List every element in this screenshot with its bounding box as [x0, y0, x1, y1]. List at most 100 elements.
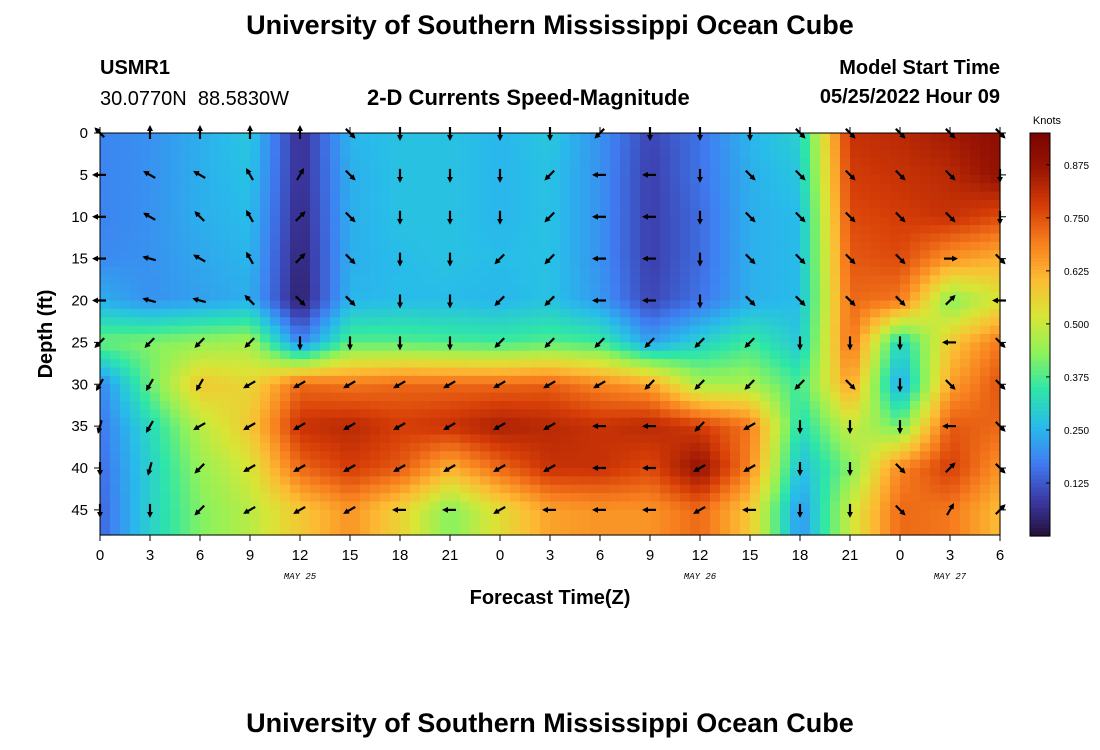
- current-arrow: [243, 505, 256, 514]
- heatmap-cell: [490, 208, 501, 218]
- heatmap-cell: [340, 409, 351, 419]
- x-axis-label: Forecast Time(Z): [470, 587, 631, 609]
- heatmap-cell: [170, 133, 181, 142]
- current-arrow: [493, 422, 506, 431]
- heatmap-cell: [110, 434, 121, 444]
- heatmap-cell: [910, 367, 921, 377]
- heatmap-cell: [300, 375, 311, 385]
- heatmap-cell: [340, 401, 351, 410]
- heatmap-cell: [670, 501, 681, 511]
- heatmap-cell: [780, 409, 791, 419]
- heatmap-cell: [710, 292, 721, 302]
- heatmap-cell: [320, 317, 331, 327]
- heatmap-cell: [800, 317, 811, 327]
- heatmap-cell: [280, 434, 291, 444]
- heatmap-cell: [160, 342, 171, 352]
- current-arrow: [694, 379, 705, 390]
- heatmap-cell: [810, 367, 821, 377]
- heatmap-cell: [680, 484, 691, 494]
- heatmap-cell: [860, 200, 871, 209]
- heatmap-cell: [560, 484, 571, 494]
- heatmap-cell: [200, 158, 211, 168]
- heatmap-cell: [520, 509, 531, 519]
- heatmap-cell: [890, 133, 901, 142]
- heatmap-cell: [340, 267, 351, 276]
- heatmap-cell: [390, 509, 401, 519]
- heatmap-cell: [630, 216, 641, 226]
- heatmap-cell: [120, 518, 131, 528]
- heatmap-cell: [420, 459, 431, 469]
- heatmap-cell: [460, 434, 471, 444]
- heatmap-cell: [360, 518, 371, 528]
- heatmap-cell: [460, 158, 471, 168]
- heatmap-cell: [350, 250, 361, 260]
- heatmap-cell: [610, 149, 621, 159]
- heatmap-cell: [340, 518, 351, 528]
- heatmap-cell: [330, 258, 341, 268]
- heatmap-cell: [180, 401, 191, 410]
- heatmap-cell: [490, 459, 501, 469]
- heatmap-cell: [260, 133, 271, 142]
- heatmap-cell: [660, 158, 671, 168]
- heatmap-cell: [280, 174, 291, 184]
- heatmap-cell: [780, 426, 791, 436]
- heatmap-cell: [550, 308, 561, 318]
- heatmap-cell: [370, 292, 381, 302]
- heatmap-cell: [500, 308, 511, 318]
- heatmap-cell: [870, 250, 881, 260]
- heatmap-cell: [810, 392, 821, 402]
- heatmap-cell: [120, 442, 131, 452]
- heatmap-cell: [760, 434, 771, 444]
- heatmap-cell: [470, 468, 481, 477]
- heatmap-cell: [720, 317, 731, 327]
- heatmap-cell: [770, 258, 781, 268]
- heatmap-cell: [480, 417, 491, 427]
- heatmap-cell: [900, 526, 911, 536]
- colorbar-step: [1030, 411, 1050, 416]
- heatmap-cell: [190, 451, 201, 461]
- heatmap-cell: [160, 384, 171, 394]
- heatmap-cell: [960, 434, 971, 444]
- heatmap-cell: [400, 250, 411, 260]
- heatmap-cell: [520, 401, 531, 410]
- heatmap-cell: [630, 258, 641, 268]
- heatmap-cell: [150, 158, 161, 168]
- heatmap-cell: [290, 225, 301, 235]
- heatmap-cell: [330, 283, 341, 293]
- heatmap-cell: [620, 283, 631, 293]
- heatmap-cell: [820, 133, 831, 142]
- heatmap-cell: [780, 484, 791, 494]
- heatmap-cell: [260, 275, 271, 285]
- heatmap-cell: [770, 509, 781, 519]
- heatmap-cell: [920, 166, 931, 176]
- heatmap-cell: [940, 468, 951, 477]
- heatmap-cell: [670, 342, 681, 352]
- heatmap-cell: [700, 518, 711, 528]
- heatmap-cell: [320, 451, 331, 461]
- heatmap-cell: [380, 267, 391, 276]
- heatmap-cell: [770, 158, 781, 168]
- heatmap-cell: [100, 174, 111, 184]
- heatmap-cell: [460, 250, 471, 260]
- heatmap-cell: [520, 476, 531, 486]
- heatmap-cell: [730, 208, 741, 218]
- heatmap-cell: [340, 526, 351, 536]
- heatmap-cell: [360, 267, 371, 276]
- heatmap-cell: [300, 283, 311, 293]
- heatmap-cell: [400, 434, 411, 444]
- heatmap-cell: [230, 317, 241, 327]
- heatmap-cell: [480, 451, 491, 461]
- heatmap-cell: [980, 426, 991, 436]
- heatmap-cell: [620, 275, 631, 285]
- heatmap-cell: [270, 216, 281, 226]
- heatmap-cell: [480, 200, 491, 209]
- heatmap-cell: [420, 476, 431, 486]
- heatmap-cell: [830, 501, 841, 511]
- heatmap-cell: [740, 133, 751, 142]
- heatmap-cell: [820, 518, 831, 528]
- heatmap-cell: [980, 317, 991, 327]
- heatmap-cell: [910, 409, 921, 419]
- heatmap-cell: [600, 426, 611, 436]
- heatmap-cell: [570, 133, 581, 142]
- heatmap-cell: [510, 325, 521, 335]
